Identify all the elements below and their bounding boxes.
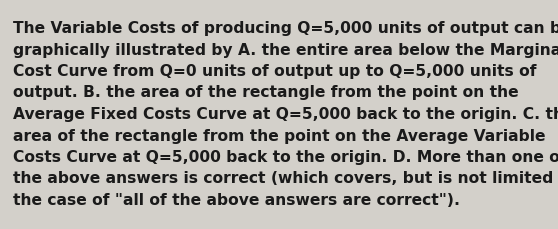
- Text: graphically illustrated by A. the entire area below the Marginal: graphically illustrated by A. the entire…: [13, 42, 558, 57]
- Text: the above answers is correct (which covers, but is not limited to,: the above answers is correct (which cove…: [13, 171, 558, 186]
- Text: The Variable Costs of producing Q=5,000 units of output can be: The Variable Costs of producing Q=5,000 …: [13, 21, 558, 36]
- Text: Average Fixed Costs Curve at Q=5,000 back to the origin. C. the: Average Fixed Costs Curve at Q=5,000 bac…: [13, 106, 558, 121]
- Text: Costs Curve at Q=5,000 back to the origin. D. More than one of: Costs Curve at Q=5,000 back to the origi…: [13, 149, 558, 164]
- Text: the case of "all of the above answers are correct").: the case of "all of the above answers ar…: [13, 192, 460, 207]
- Text: Cost Curve from Q=0 units of output up to Q=5,000 units of: Cost Curve from Q=0 units of output up t…: [13, 64, 536, 79]
- Text: area of the rectangle from the point on the Average Variable: area of the rectangle from the point on …: [13, 128, 546, 143]
- Text: output. B. the area of the rectangle from the point on the: output. B. the area of the rectangle fro…: [13, 85, 518, 100]
